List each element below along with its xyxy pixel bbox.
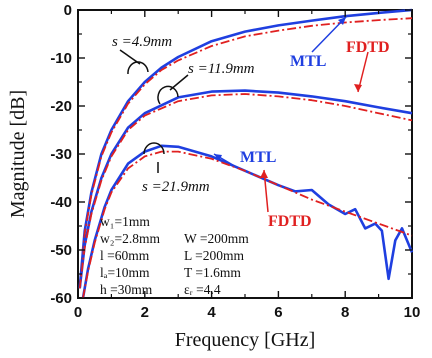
series-mtl-1 [78,8,413,289]
legend-label-mtl-1: MTL [290,53,326,70]
y-tick-label: -20 [50,98,72,115]
series-fdtd-1 [78,17,413,289]
tick-labels: 0 2 4 6 8 10 0 -10 -20 -30 -40 -50 -60 [50,2,420,321]
x-tick-label: 0 [74,304,82,321]
x-tick-label: 10 [404,304,421,321]
x-tick-label: 8 [341,304,349,321]
series-fdtd-2 [78,93,413,289]
x-axis-label: Frequency [GHz] [175,329,316,351]
group-marker-3 [143,142,165,155]
x-tick-label: 4 [207,304,216,321]
param-la: lₐ=10mm [100,265,150,280]
series-fdtd-3 [82,150,413,299]
group-marker-2 [157,85,179,105]
y-tick-label: 0 [64,2,72,19]
y-axis-label: Magnitude [dB] [7,90,29,218]
legend-arrows [213,16,369,213]
mtl-arrow-1 [311,16,347,53]
parameter-block: w₁=1mm w₂=2.8mm l =60mm lₐ=10mm h =30mm … [100,214,249,297]
legend-label-fdtd-1: FDTD [346,39,390,56]
group-label-3: s =21.9mm [142,179,210,195]
param-W: W =200mm [184,231,249,246]
legend-label-mtl-2: MTL [240,149,276,166]
group-markers [119,49,189,173]
param-l: l =60mm [100,248,150,263]
y-tick-label: -10 [50,50,72,67]
param-er: εᵣ =4.4 [184,282,221,297]
param-w1: w₁=1mm [100,214,150,229]
y-tick-label: -60 [50,290,72,307]
group-label-1: s =4.9mm [112,34,172,50]
param-L: L =200mm [184,248,244,263]
mtl-arrowhead-1 [338,17,346,25]
y-tick-label: -30 [50,146,72,163]
param-w2: w₂=2.8mm [100,231,160,246]
y-tick-label: -40 [50,194,72,211]
y-tick-label: -50 [50,242,72,259]
fdtd-arrowhead-2 [260,170,268,178]
param-T: T =1.6mm [184,265,241,280]
group-marker-1 [127,61,149,75]
legend-label-fdtd-2: FDTD [268,213,312,230]
fdtd-arrowhead-1 [354,84,362,92]
curves [78,8,414,299]
x-tick-label: 2 [141,304,149,321]
mtl-arrowhead-2 [214,154,222,161]
x-tick-label: 6 [274,304,282,321]
ticks [77,9,413,299]
group-label-2: s =11.9mm [188,61,255,77]
param-h: h =30mm [100,282,153,297]
